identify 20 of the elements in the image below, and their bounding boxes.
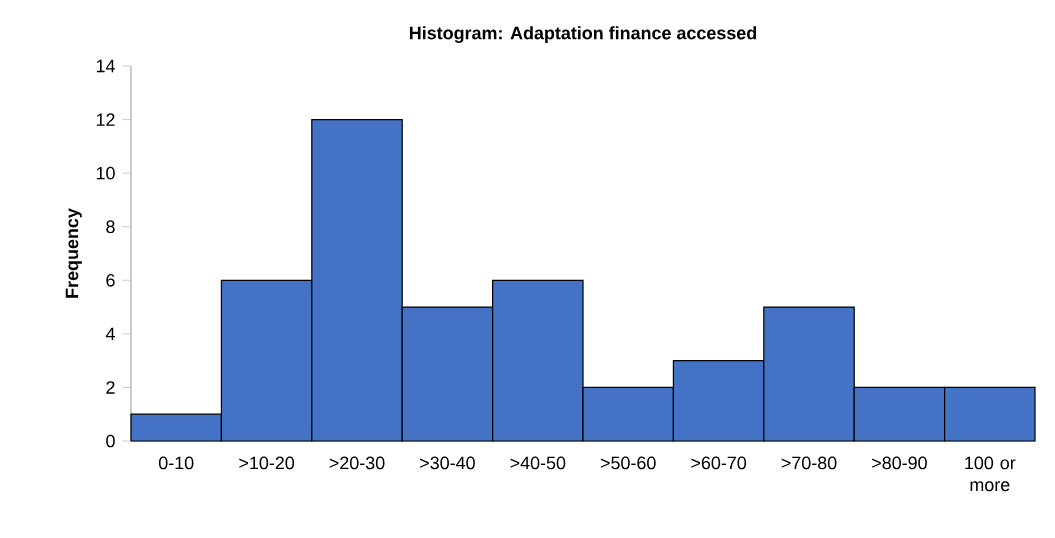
- x-tick-label: >60-70: [691, 456, 747, 470]
- y-tick-label: 2: [106, 381, 115, 394]
- y-tick-label: 6: [106, 273, 115, 287]
- x-tick-label: >20-30: [329, 456, 385, 470]
- y-tick-label: 10: [96, 166, 115, 180]
- y-tick-label: 12: [96, 113, 115, 126]
- y-tick-label: 8: [106, 220, 115, 234]
- y-tick-label: 0: [106, 434, 115, 448]
- x-tick-label: 100 or more: [965, 456, 1016, 492]
- x-tick-label: >30-40: [420, 456, 475, 470]
- x-tick-label: >10-20: [239, 456, 295, 470]
- x-tick-label: >70-80: [781, 456, 837, 470]
- x-tick-label: >50-60: [600, 456, 656, 470]
- chart-title: Histogram: Adaptation finance accessed: [409, 26, 757, 44]
- y-tick-label: 14: [96, 59, 115, 73]
- x-tick-label: 0-10: [158, 456, 194, 470]
- x-tick-label: >80-90: [872, 456, 927, 470]
- y-axis-title: Frequency: [65, 208, 82, 298]
- y-tick-label: 4: [105, 327, 115, 341]
- x-tick-label: >40-50: [510, 456, 566, 470]
